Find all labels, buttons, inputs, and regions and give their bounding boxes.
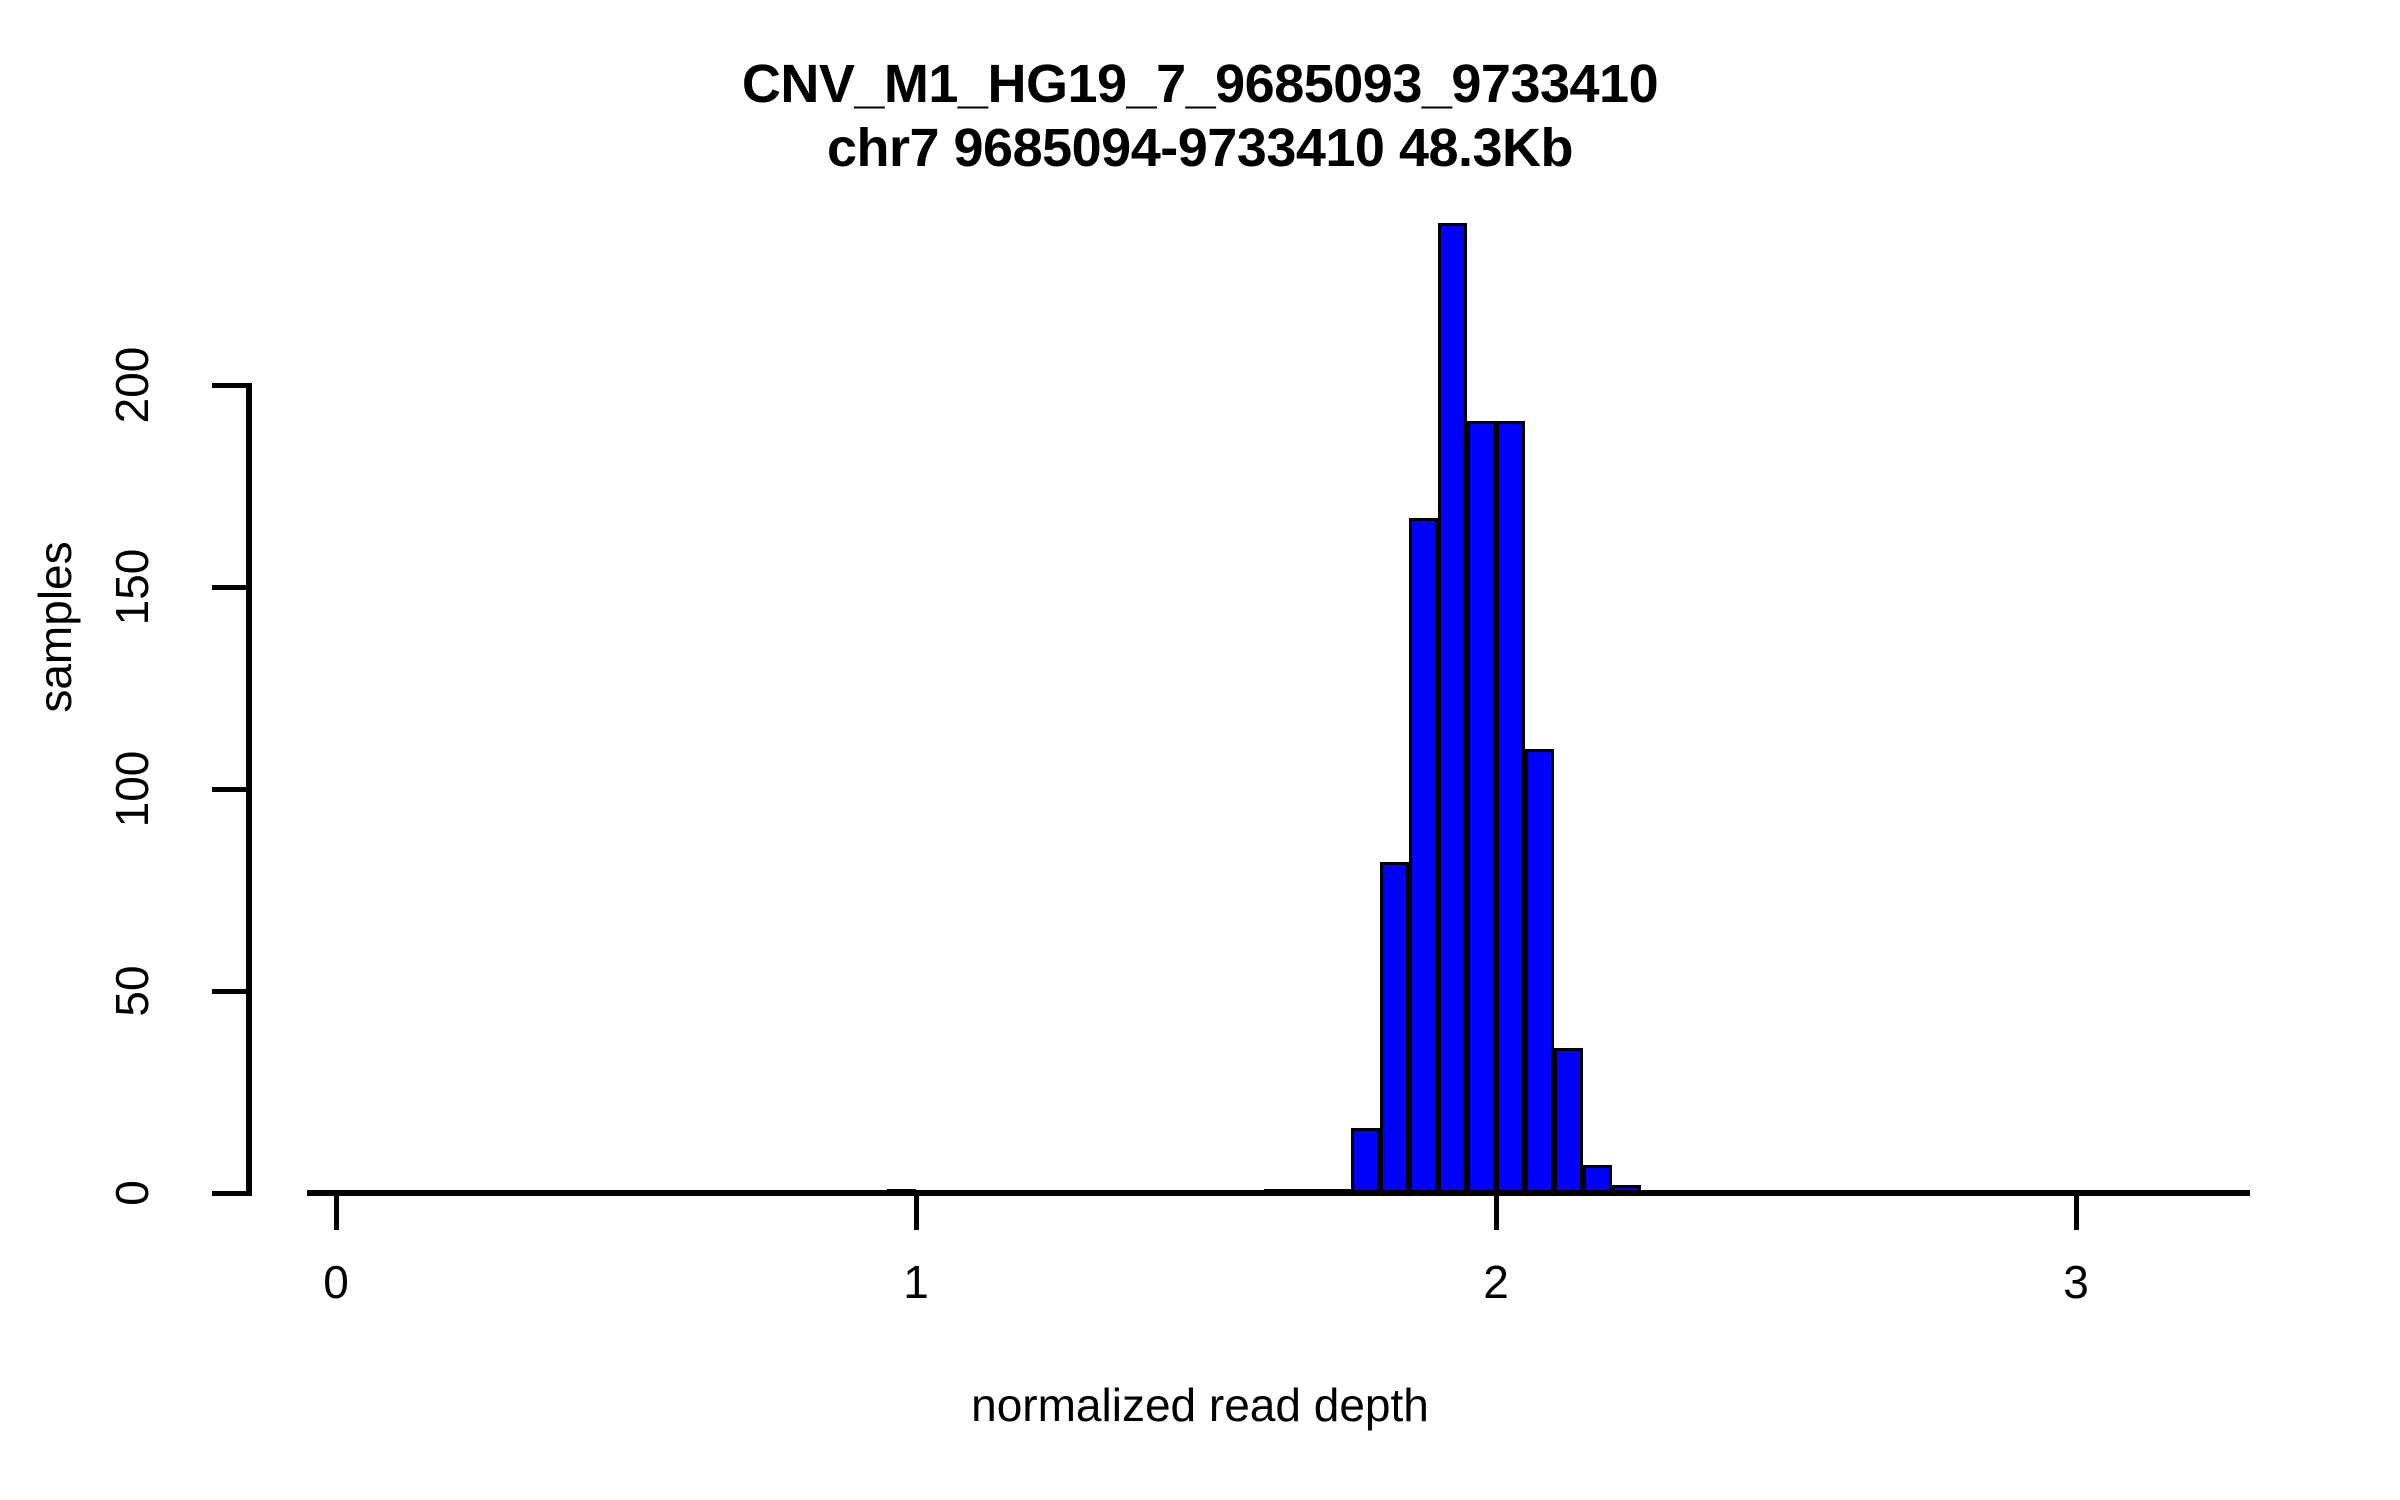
histogram-bar bbox=[1467, 421, 1496, 1193]
histogram-bar bbox=[1380, 861, 1409, 1193]
x-axis-tick bbox=[2074, 1196, 2079, 1230]
histogram-bar bbox=[1351, 1128, 1380, 1193]
x-axis-tick-label: 2 bbox=[1483, 1256, 1509, 1308]
histogram-bar bbox=[1438, 223, 1467, 1193]
x-axis-tick-label: 3 bbox=[2063, 1256, 2089, 1308]
x-axis-tick bbox=[914, 1196, 919, 1230]
histogram-bar bbox=[1496, 421, 1525, 1193]
y-axis-tick bbox=[212, 1191, 252, 1196]
y-axis-tick bbox=[212, 383, 252, 388]
chart-title-line2: chr7 9685094-9733410 48.3Kb bbox=[826, 118, 1574, 178]
chart-title-line1: CNV_M1_HG19_7_9685093_9733410 bbox=[741, 54, 1659, 114]
histogram-bar bbox=[1409, 518, 1438, 1193]
x-axis-tick-label: 0 bbox=[323, 1256, 349, 1308]
y-axis-tick-label: 0 bbox=[106, 1180, 158, 1206]
histogram-bar bbox=[1583, 1164, 1612, 1193]
x-axis-tick bbox=[334, 1196, 339, 1230]
y-axis-tick-label: 50 bbox=[106, 965, 158, 1017]
y-axis-tick bbox=[212, 585, 252, 590]
y-axis-tick-label: 150 bbox=[106, 548, 158, 626]
histogram-bar bbox=[1525, 748, 1554, 1193]
x-axis-tick bbox=[1494, 1196, 1499, 1230]
chart-title: CNV_M1_HG19_7_9685093_9733410 chr7 96850… bbox=[0, 52, 2400, 180]
x-axis-tick-label: 1 bbox=[903, 1256, 929, 1308]
y-axis-tick-label: 200 bbox=[106, 346, 158, 424]
histogram-bar bbox=[1554, 1047, 1583, 1193]
y-axis-tick-label: 100 bbox=[106, 750, 158, 828]
y-axis-tick bbox=[212, 989, 252, 994]
x-axis-line bbox=[307, 1190, 2250, 1196]
y-axis-tick bbox=[212, 787, 252, 792]
x-axis-label: normalized read depth bbox=[971, 1379, 1429, 1431]
